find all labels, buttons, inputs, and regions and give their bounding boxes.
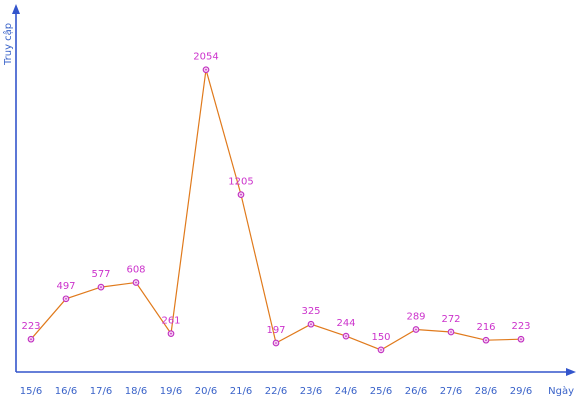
data-value-label: 223 [511, 321, 530, 332]
data-point-center [415, 328, 417, 331]
x-tick-label: 27/6 [440, 386, 462, 397]
data-point-marker [27, 335, 35, 343]
x-tick-label: 16/6 [55, 386, 77, 397]
data-value-label: 261 [161, 316, 180, 327]
data-point-marker [167, 330, 175, 337]
x-axis-arrow-icon [566, 368, 576, 376]
data-point-center [205, 68, 207, 71]
data-value-label: 608 [126, 265, 145, 276]
data-point-center [345, 335, 347, 337]
data-value-label: 216 [476, 322, 495, 333]
data-value-label: 497 [56, 281, 75, 292]
data-value-label: 197 [266, 325, 285, 336]
x-tick-label: 18/6 [125, 386, 147, 397]
data-point-marker [517, 335, 525, 343]
x-tick-label: 24/6 [335, 386, 357, 397]
x-tick-labels: 15/6 16/6 17/6 18/6 19/6 20/6 21/6 22/6 23/6 24/6… [20, 386, 532, 397]
y-axis-title: Truy cập [2, 23, 14, 66]
x-tick-label: 23/6 [300, 386, 322, 397]
data-value-label: 150 [371, 332, 390, 343]
data-point-marker [482, 336, 490, 344]
data-point-marker [237, 191, 245, 198]
data-point-center [520, 338, 522, 341]
x-tick-label: 21/6 [230, 386, 252, 397]
data-value-label: 325 [301, 306, 320, 317]
x-tick-label: 25/6 [370, 386, 392, 397]
x-tick-label: 19/6 [160, 386, 182, 397]
data-point-center [450, 331, 452, 333]
series-line [30, 69, 522, 351]
axes [12, 4, 576, 376]
x-tick-label: 29/6 [510, 386, 532, 397]
data-value-label: 223 [21, 321, 40, 332]
x-tick-label: 26/6 [405, 386, 427, 397]
data-point-marker [307, 320, 315, 328]
data-labels: 223 497 577 608 261 2054 1205 197 325 244 150 289 27… [21, 52, 530, 343]
data-point-center [170, 332, 172, 335]
x-tick-label: 28/6 [475, 386, 497, 397]
data-value-label: 1205 [228, 177, 253, 188]
data-point-marker [377, 346, 385, 354]
data-point-center [30, 338, 32, 341]
data-value-label: 244 [336, 318, 355, 329]
data-point-marker [342, 332, 350, 340]
data-value-label: 289 [406, 312, 425, 323]
x-tick-label: 15/6 [20, 386, 42, 397]
x-tick-label: 17/6 [90, 386, 112, 397]
data-point-marker [412, 326, 420, 333]
y-axis-arrow-icon [12, 4, 20, 14]
data-point-center [380, 349, 382, 351]
data-point-center [485, 339, 487, 342]
x-tick-label: 20/6 [195, 386, 217, 397]
data-point-marker [272, 339, 280, 347]
x-tick-label: 22/6 [265, 386, 287, 397]
data-value-label: 2054 [193, 52, 218, 63]
data-value-label: 577 [91, 269, 110, 280]
data-value-label: 272 [441, 314, 460, 325]
data-point-marker [132, 279, 140, 286]
data-point-marker [447, 328, 455, 336]
data-point-center [275, 342, 277, 344]
data-point-marker [97, 283, 105, 291]
data-point-marker [202, 66, 210, 74]
data-point-center [310, 323, 312, 326]
data-point-marker [62, 295, 70, 303]
data-point-center [100, 286, 102, 288]
data-point-center [65, 298, 67, 300]
x-axis-title: Ngày [548, 385, 574, 397]
series-layer [27, 66, 525, 354]
data-point-center [240, 193, 242, 196]
data-point-center [135, 281, 137, 284]
